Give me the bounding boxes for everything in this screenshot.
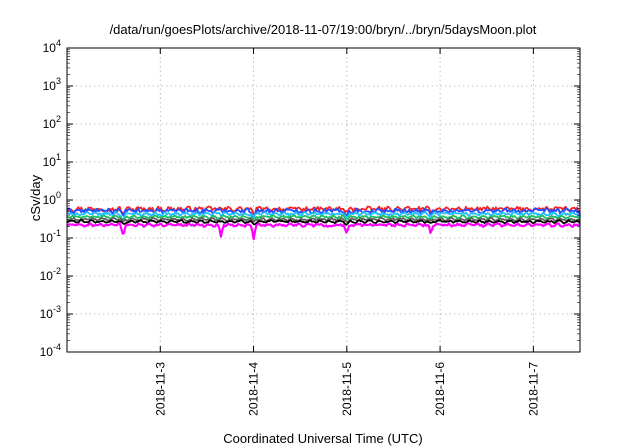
x-tick-label: 2018-11-3 [153, 362, 167, 416]
y-tick-label: 101 [43, 152, 61, 169]
y-tick-label: 10-4 [40, 342, 61, 359]
series-line [66, 219, 581, 226]
x-tick-label: 2018-11-6 [433, 362, 447, 416]
y-tick-label: 10-1 [40, 228, 61, 245]
series-layer [66, 205, 581, 241]
x-axis-label: Coordinated Universal Time (UTC) [223, 431, 422, 446]
series-line [66, 211, 581, 222]
x-tick-label: 2018-11-4 [247, 362, 261, 416]
x-tick-label: 2018-11-5 [340, 362, 354, 416]
y-tick-label: 10-2 [40, 266, 61, 283]
grid-lines [67, 48, 580, 352]
chart-title: /data/run/goesPlots/archive/2018-11-07/1… [110, 22, 537, 37]
y-axis: 10-4 10-3 10-2 10-1 100 101 102 103 104 [40, 38, 580, 359]
y-tick-label: 103 [43, 76, 61, 93]
y-tick-label: 102 [43, 114, 61, 131]
x-tick-label: 2018-11-7 [526, 362, 540, 416]
series-line [67, 216, 581, 224]
y-tick-label: 10-3 [40, 304, 61, 321]
series-line [66, 222, 581, 241]
y-tick-label: 104 [43, 38, 61, 55]
series-line [66, 207, 581, 220]
x-axis: 2018-11-3 2018-11-4 2018-11-5 2018-11-6 2018… [153, 48, 540, 416]
y-axis-label: cSv/day [28, 174, 43, 221]
y-tick-label: 100 [43, 190, 61, 207]
